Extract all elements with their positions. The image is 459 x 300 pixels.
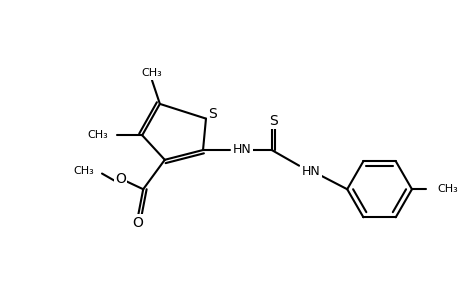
Text: S: S <box>208 107 217 121</box>
Text: HN: HN <box>232 143 251 157</box>
Text: CH₃: CH₃ <box>73 166 94 176</box>
Text: HN: HN <box>301 165 319 178</box>
Text: CH₃: CH₃ <box>437 184 457 194</box>
Text: S: S <box>269 114 277 128</box>
Text: CH₃: CH₃ <box>141 68 162 79</box>
Text: CH₃: CH₃ <box>87 130 108 140</box>
Text: O: O <box>132 216 142 230</box>
Text: O: O <box>115 172 126 186</box>
